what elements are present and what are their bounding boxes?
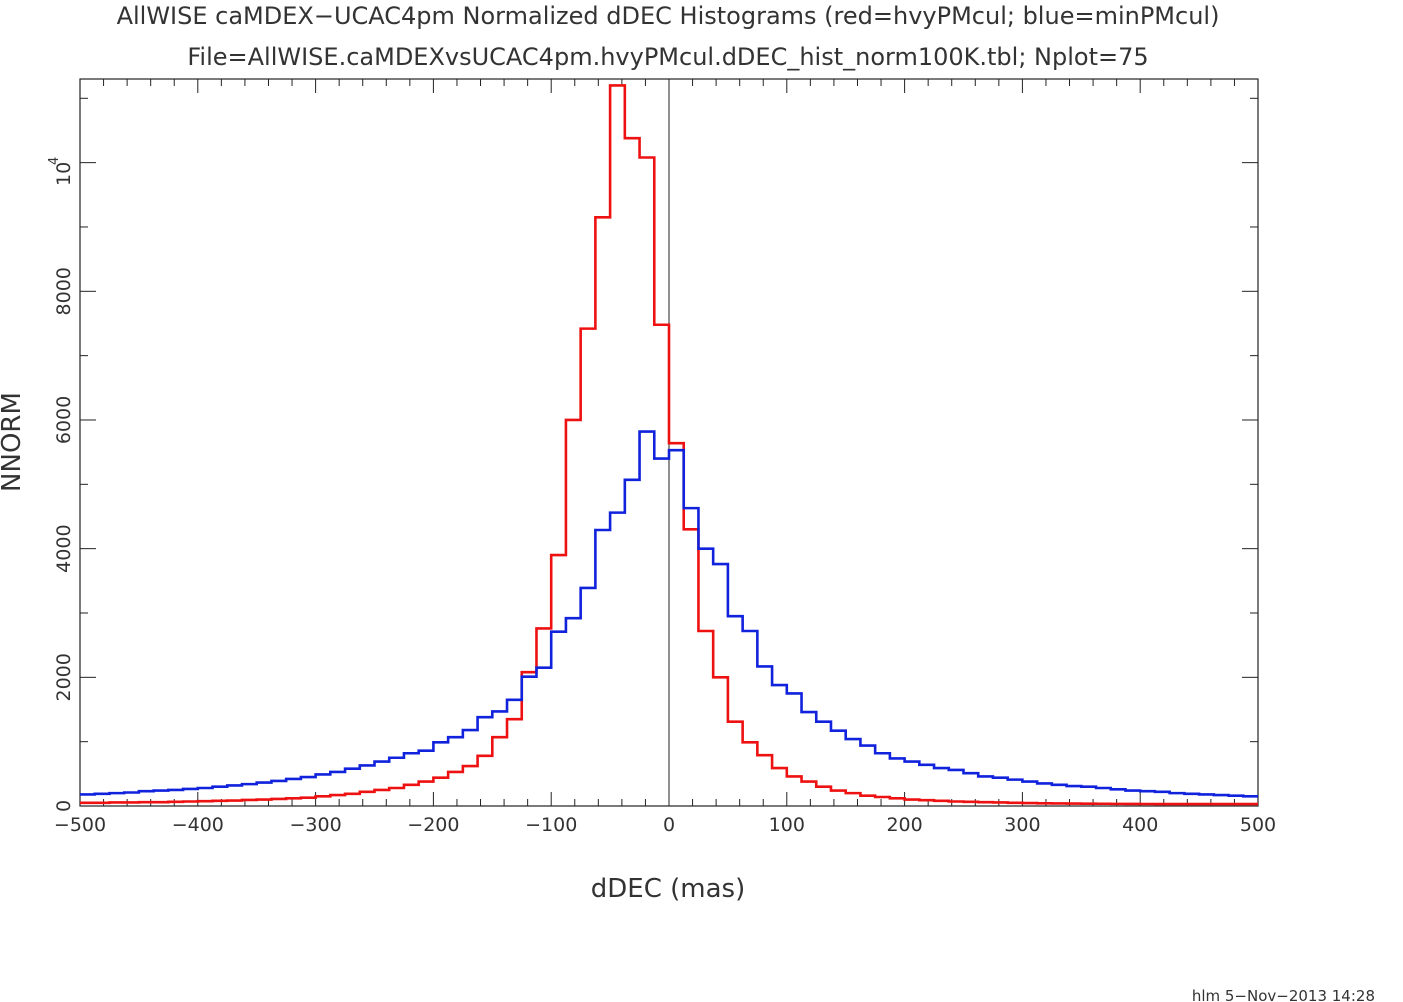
x-tick-label: −500: [54, 814, 106, 836]
y-multiplier-base: 10: [53, 162, 75, 186]
y-multiplier-exponent: 4: [47, 157, 62, 165]
series-layer: [80, 84, 1258, 806]
y-tick-label: 4000: [53, 524, 75, 572]
x-tick-label: −400: [172, 814, 224, 836]
x-tick-label: 400: [1122, 814, 1158, 836]
series-hvyPMcul: [80, 84, 1258, 806]
x-tick-label: 100: [769, 814, 805, 836]
y-axis-label: NNORM: [0, 392, 27, 492]
x-tick-label: −100: [525, 814, 577, 836]
series-minPMcul: [80, 430, 1258, 798]
x-tick-label: 200: [886, 814, 922, 836]
x-tick-label: 0: [663, 814, 675, 836]
footer-timestamp: hlm 5−Nov−2013 14:28: [1192, 987, 1375, 1002]
y-tick-label: 8000: [53, 267, 75, 315]
y-tick-label: 2000: [53, 653, 75, 701]
y-tick-label: 6000: [53, 396, 75, 444]
x-tick-label: −300: [290, 814, 342, 836]
x-axis-label: dDEC (mas): [591, 874, 745, 904]
x-tick-label: 500: [1240, 814, 1276, 836]
x-tick-label: −200: [407, 814, 459, 836]
chart-title: AllWISE caMDEX−UCAC4pm Normalized dDEC H…: [117, 2, 1220, 30]
axes-layer: −500 −400 −300 −200 −100 0 100 200 300 400 500 0 200…: [53, 79, 1276, 836]
x-tick-label: 300: [1004, 814, 1040, 836]
y-tick-label: 0: [53, 800, 75, 812]
chart-subtitle: File=AllWISE.caMDEXvsUCAC4pm.hvyPMcul.dD…: [187, 43, 1148, 71]
